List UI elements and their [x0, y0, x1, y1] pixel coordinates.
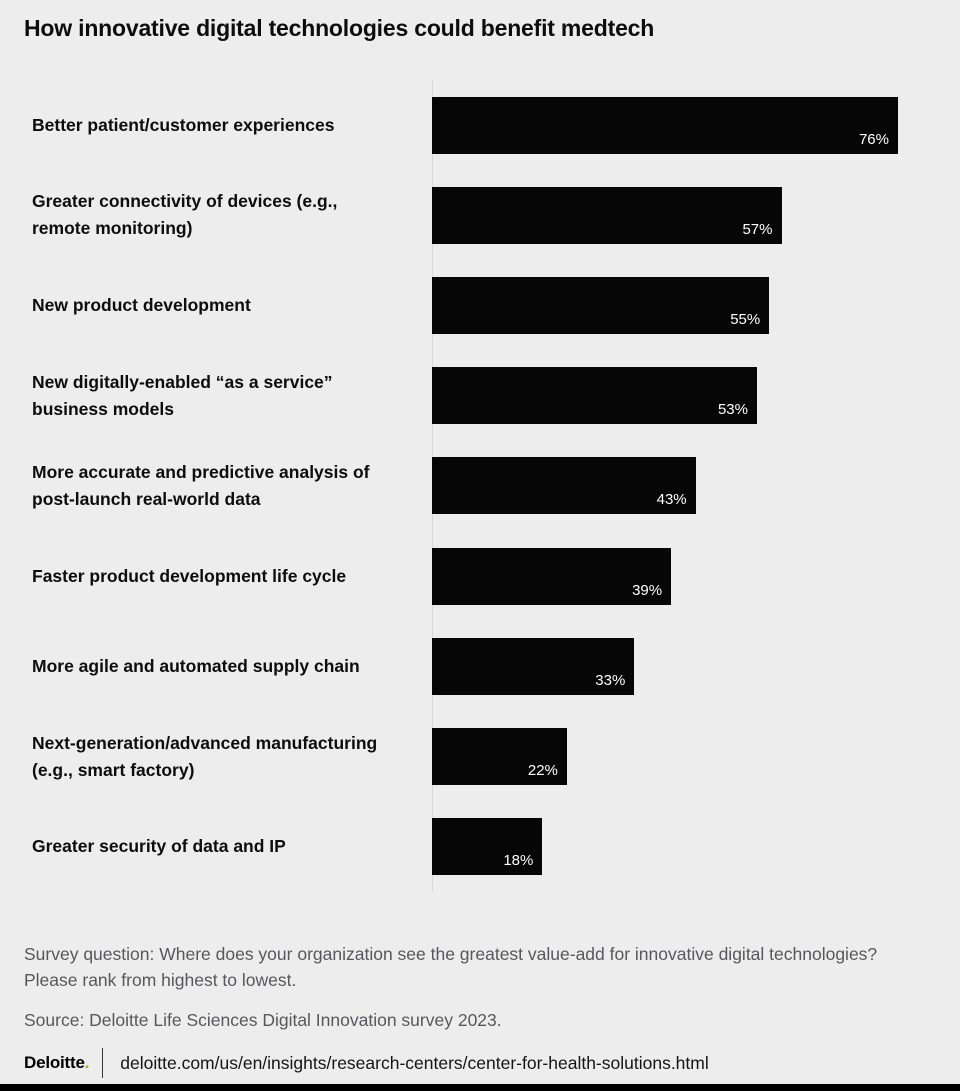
chart-row: More accurate and predictive analysis of… — [32, 441, 930, 531]
bottom-black-strip — [0, 1084, 960, 1091]
chart-row: New digitally-enabled “as a service” bus… — [32, 351, 930, 441]
bar-track: 53% — [432, 367, 898, 425]
chart-row: Next-generation/advanced manufacturing (… — [32, 712, 930, 802]
chart-row: Greater security of data and IP 18% — [32, 802, 930, 892]
category-label: Next-generation/advanced manufacturing (… — [32, 732, 378, 780]
category-label: Faster product development life cycle — [32, 565, 347, 586]
bar-track: 39% — [432, 547, 898, 605]
source-note: Source: Deloitte Life Sciences Digital I… — [24, 1010, 502, 1030]
bar-value-label: 39% — [632, 581, 663, 599]
category-label: Greater security of data and IP — [32, 836, 286, 857]
chart-rows: Better patient/customer experiences 76% Gr… — [32, 80, 930, 892]
chart-title: How innovative digital technologies coul… — [24, 15, 655, 41]
deloitte-logo: Deloitte. — [24, 1053, 89, 1073]
bar-track: 57% — [432, 186, 898, 244]
bar: 39% — [432, 547, 672, 605]
bar-value-label: 57% — [742, 220, 773, 238]
bar: 53% — [432, 367, 757, 425]
bar: 33% — [432, 637, 635, 695]
bar-value-label: 43% — [656, 491, 687, 509]
category-label: Better patient/customer experiences — [32, 114, 335, 135]
chart-row: Faster product development life cycle 39% — [32, 531, 930, 621]
bar-value-label: 53% — [717, 401, 748, 419]
deloitte-logo-green-dot: . — [84, 1053, 90, 1072]
category-label: New product development — [32, 294, 251, 315]
category-label: More agile and automated supply chain — [32, 655, 360, 676]
survey-question-note: Survey question: Where does your organiz… — [24, 944, 878, 991]
bar-value-label: 22% — [527, 762, 558, 780]
footer-divider — [102, 1048, 104, 1078]
bar-track: 22% — [432, 728, 898, 786]
footer-bar: Deloitte. deloitte.com/us/en/insights/re… — [24, 1046, 709, 1080]
bar-chart: Better patient/customer experiences 76% Gr… — [32, 80, 930, 892]
bar-value-label: 76% — [858, 130, 889, 148]
chart-row: Better patient/customer experiences 76% — [32, 80, 930, 170]
bar-value-label: 55% — [730, 311, 761, 329]
bar-value-label: 18% — [503, 852, 534, 870]
bar: 43% — [432, 457, 696, 515]
bar-track: 43% — [432, 457, 898, 515]
chart-row: Greater connectivity of devices (e.g., r… — [32, 170, 930, 260]
bar-track: 18% — [432, 818, 898, 876]
chart-row: More agile and automated supply chain 33% — [32, 621, 930, 711]
bar-value-label: 33% — [595, 671, 626, 689]
bar: 22% — [432, 728, 567, 786]
deloitte-logo-text: Deloitte — [24, 1053, 85, 1072]
bar-track: 33% — [432, 637, 898, 695]
bar: 57% — [432, 186, 782, 244]
chart-row: New product development 55% — [32, 260, 930, 350]
footer-url: deloitte.com/us/en/insights/research-cen… — [120, 1052, 709, 1073]
bar: 76% — [432, 96, 898, 154]
bar: 18% — [432, 818, 543, 876]
category-label: More accurate and predictive analysis of… — [32, 461, 370, 509]
bar: 55% — [432, 277, 770, 335]
category-label: New digitally-enabled “as a service” bus… — [32, 371, 333, 419]
category-label: Greater connectivity of devices (e.g., r… — [32, 191, 338, 239]
bar-track: 55% — [432, 277, 898, 335]
bar-track: 76% — [432, 96, 898, 154]
